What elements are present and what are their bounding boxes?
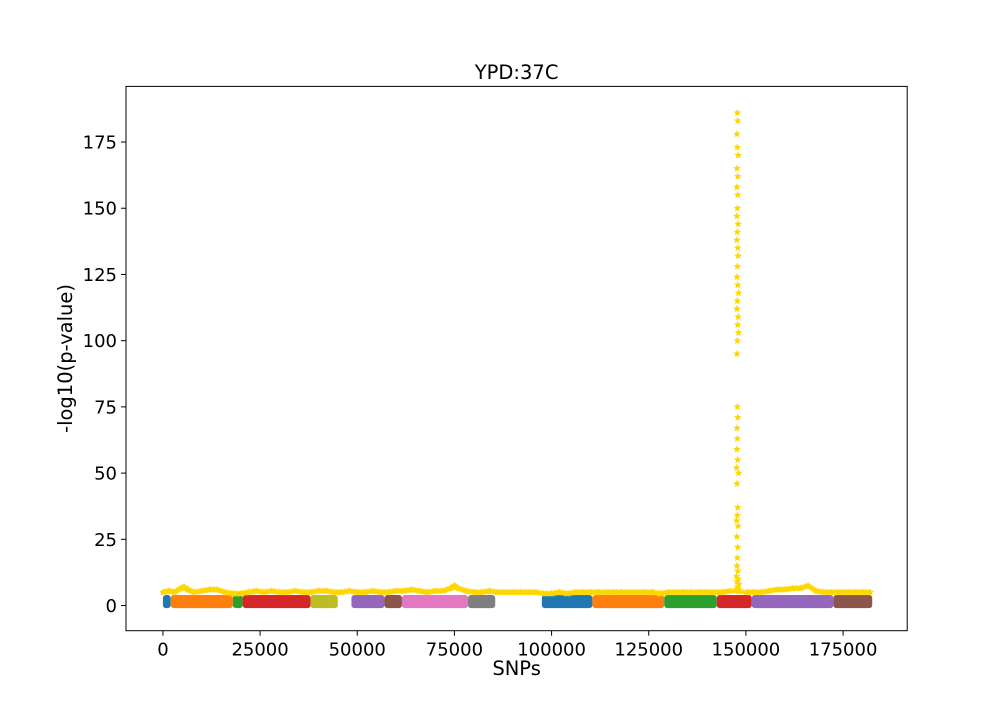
snp-point (733, 273, 741, 281)
chromosome-band (310, 594, 338, 609)
snp-point (732, 516, 741, 525)
x-tick-label: 25000 (231, 640, 288, 661)
chromosome-band (242, 594, 311, 609)
y-tick-label: 75 (94, 397, 117, 418)
snp-point (176, 585, 183, 592)
chart-title: YPD:37C (474, 61, 559, 84)
snp-point (733, 561, 741, 570)
y-tick-label: 150 (83, 199, 117, 220)
chromosome-band (751, 594, 834, 609)
snp-point (733, 567, 742, 575)
x-tick-label: 75000 (426, 640, 483, 661)
snp-point (733, 434, 742, 442)
snp-point (725, 587, 733, 595)
snp-point (733, 532, 741, 540)
x-tick-label: 50000 (329, 640, 386, 661)
y-tick-label: 50 (94, 464, 117, 485)
y-axis-ticks: 0 25 50 75 100 125 150 175 (83, 133, 126, 617)
x-tick-label: 125000 (614, 640, 683, 661)
snp-point (734, 522, 742, 530)
snp-point (734, 251, 742, 260)
y-axis-label: -log10(p-value) (54, 284, 77, 433)
snp-point (733, 281, 742, 289)
y-tick-label: 0 (106, 596, 117, 617)
chromosome-band (716, 594, 752, 609)
y-tick-label: 25 (94, 530, 117, 551)
chromosome-band (833, 594, 873, 609)
plot-background (126, 86, 908, 631)
snp-point (734, 328, 743, 336)
snp-point (733, 130, 741, 138)
y-tick-label: 175 (83, 133, 117, 154)
snp-point (733, 455, 742, 464)
snp-point (733, 479, 741, 487)
chromosome-band (232, 594, 243, 609)
y-tick-label: 100 (83, 331, 117, 352)
snp-point (733, 108, 742, 117)
chromosome-band (351, 594, 385, 609)
snp-point (733, 320, 742, 329)
snp-point (865, 588, 873, 596)
snp-point (733, 212, 741, 220)
snp-point (733, 402, 742, 411)
snp-point (733, 511, 742, 519)
chromosome-band (468, 594, 496, 609)
chromosome-band (162, 594, 171, 609)
snp-point (735, 585, 744, 593)
snp-point (733, 183, 741, 191)
snp-point (734, 289, 743, 297)
snp-point (733, 304, 741, 313)
y-tick-label: 125 (83, 265, 117, 286)
x-tick-label: 150000 (712, 640, 781, 661)
chromosome-band (401, 594, 469, 609)
snp-point (733, 553, 742, 562)
snp-point (733, 543, 742, 551)
chromosome-band (170, 594, 233, 609)
snp-point (733, 116, 742, 125)
snp-point (733, 296, 742, 305)
snp-point (733, 413, 742, 421)
snp-point (734, 469, 743, 477)
highlight-points (159, 108, 875, 597)
snp-point (733, 204, 742, 212)
snp-point (733, 172, 742, 180)
x-axis-label: SNPs (492, 657, 541, 680)
snp-point (734, 151, 742, 159)
chromosome-band (664, 594, 717, 609)
x-tick-label: 0 (157, 640, 168, 661)
chromosome-band (541, 594, 593, 609)
snp-point (733, 164, 741, 172)
snp-point (733, 424, 741, 432)
snp-point (734, 220, 742, 228)
snp-point (445, 585, 453, 592)
snp-point (734, 312, 742, 321)
x-axis-ticks: 0 25000 50000 75000 100000 125000 150000 175000 (157, 630, 878, 661)
chromosome-bands (162, 594, 873, 609)
x-tick-label: 175000 (809, 640, 878, 661)
x-tick-label: 100000 (517, 640, 586, 661)
snp-point (733, 349, 741, 358)
snp-point (733, 228, 742, 236)
snp-point (733, 236, 741, 244)
snp-point (733, 503, 742, 511)
snp-point (733, 143, 742, 151)
snp-point (733, 243, 742, 252)
snp-point (733, 336, 742, 344)
snp-point (733, 262, 742, 270)
chromosome-band (384, 594, 402, 609)
snp-point (733, 191, 742, 199)
snp-point (739, 588, 747, 595)
plot-frame (125, 85, 908, 632)
snp-point (733, 445, 741, 453)
chromosome-band (592, 594, 665, 609)
